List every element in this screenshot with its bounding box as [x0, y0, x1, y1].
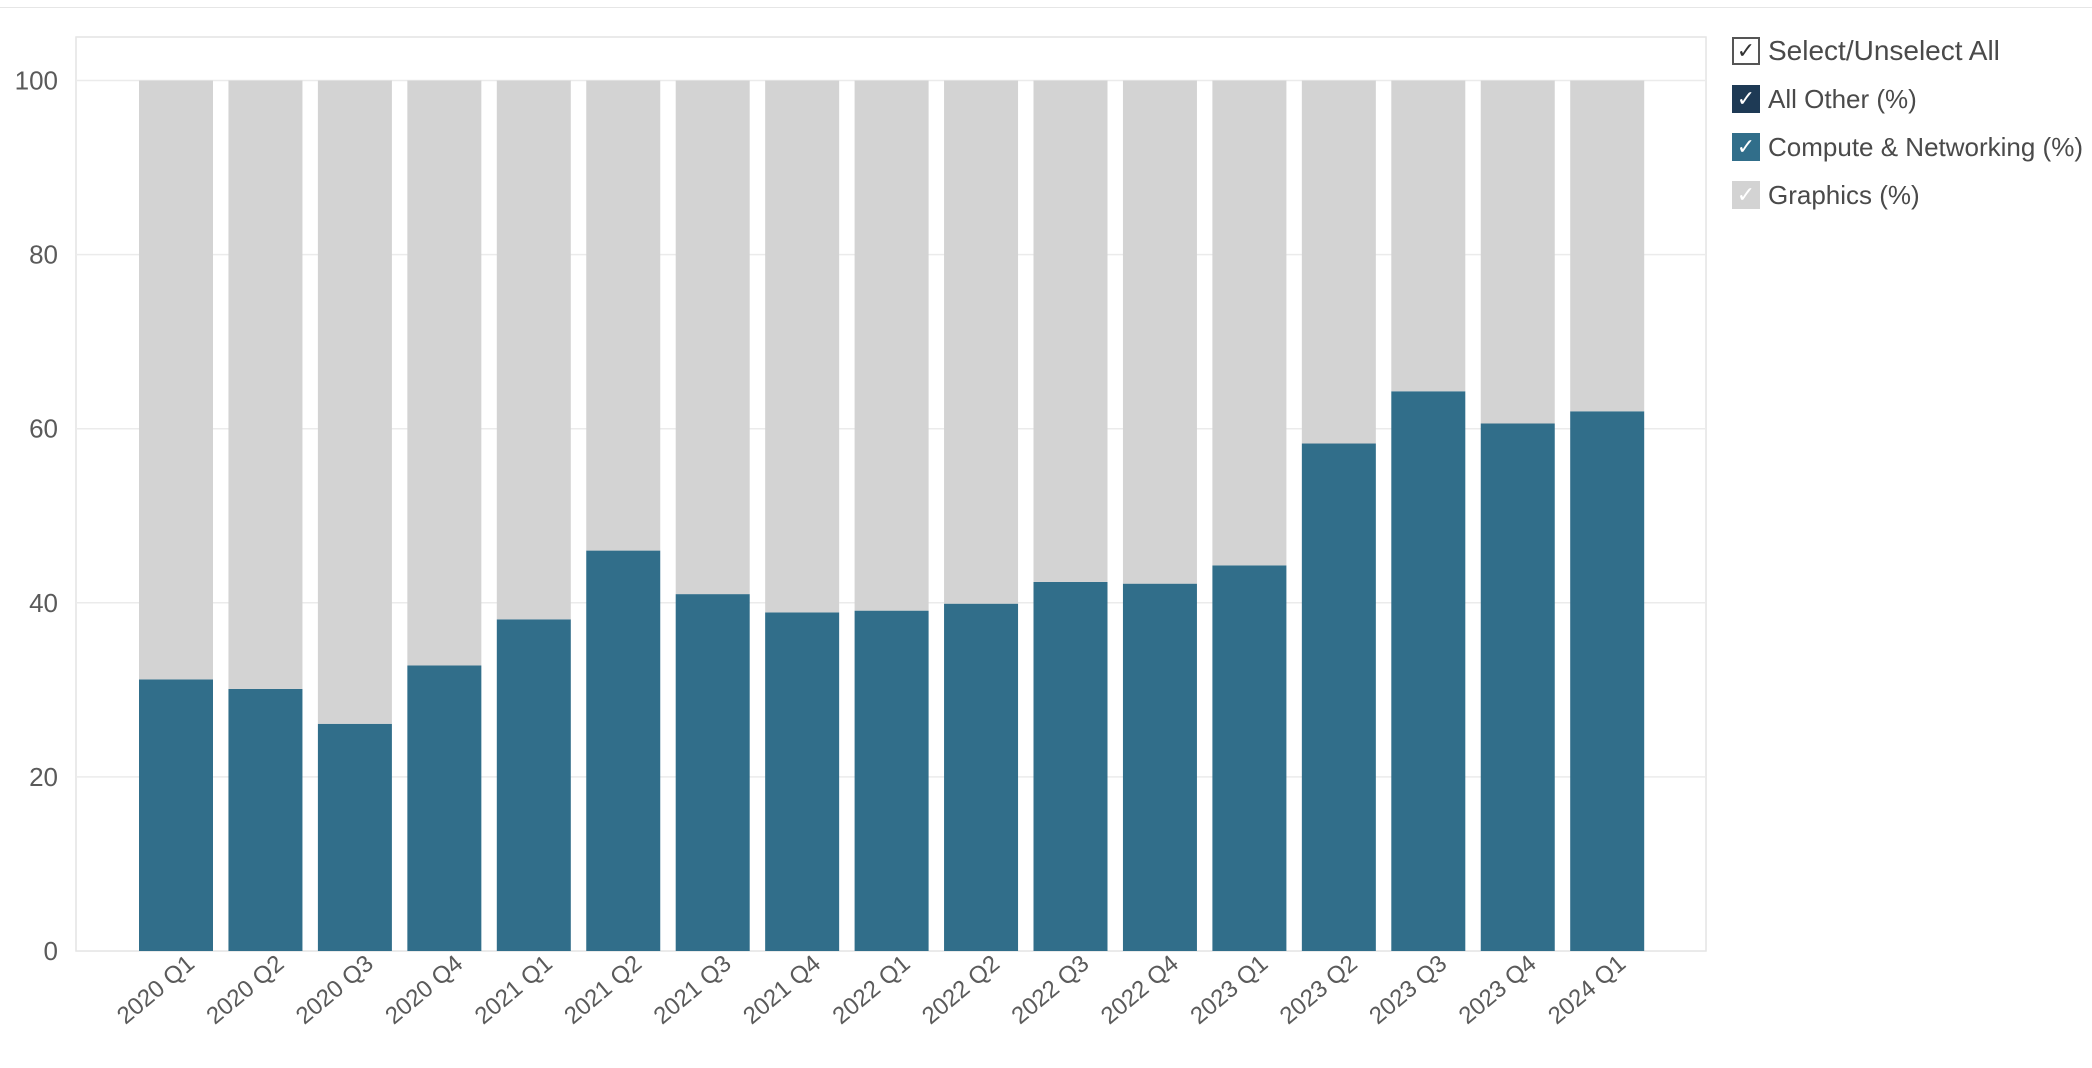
bar-segment: [1391, 80, 1466, 392]
legend-item-label: All Other (%): [1768, 83, 1917, 114]
bar-segment: [496, 80, 571, 620]
bar-segment: [1391, 391, 1466, 951]
bar-segment: [1301, 443, 1376, 951]
legend-item-label: Graphics (%): [1768, 179, 1920, 210]
x-tick-label: 2020 Q3: [291, 950, 379, 1030]
bar-segment: [1033, 80, 1108, 582]
stacked-bar-chart: 0 20 40 60 80 100 2020 Q1 2020 Q2 2020 Q3 2020 Q4…: [15, 36, 1707, 1030]
bar-segment: [1122, 80, 1197, 584]
bar-segment: [1301, 80, 1376, 444]
bar-segment: [675, 594, 750, 951]
x-tick-label: 2021 Q3: [649, 950, 737, 1030]
bar-segment: [407, 80, 482, 666]
legend: ✓ Select/Unselect All ✓ All Other (%) ✓ …: [1732, 27, 2083, 219]
x-tick-label: 2022 Q4: [1096, 950, 1184, 1030]
select-all-label: Select/Unselect All: [1768, 35, 2000, 66]
legend-item-label: Compute & Networking (%): [1768, 131, 2083, 162]
bar-segment: [228, 80, 303, 689]
bar-segment: [139, 80, 213, 680]
legend-item-compute-networking[interactable]: ✓ Compute & Networking (%): [1732, 123, 2083, 171]
bar-segment: [944, 603, 1019, 951]
top-divider: [0, 7, 2092, 8]
bar-segment: [1033, 581, 1108, 951]
check-icon[interactable]: ✓: [1732, 133, 1760, 161]
legend-item-graphics[interactable]: ✓ Graphics (%): [1732, 171, 2083, 219]
bar-segment: [228, 688, 303, 951]
y-tick-label: 60: [29, 414, 58, 444]
x-tick-label: 2021 Q1: [470, 950, 558, 1030]
bar-segment: [317, 723, 392, 951]
check-icon[interactable]: ✓: [1732, 85, 1760, 113]
bar-segment: [765, 612, 840, 951]
bar-segment: [944, 80, 1019, 604]
legend-item-all-other[interactable]: ✓ All Other (%): [1732, 75, 2083, 123]
bar-segment: [1212, 565, 1287, 951]
y-tick-label: 20: [29, 762, 58, 792]
x-tick-label: 2023 Q4: [1454, 950, 1542, 1030]
bar-segment: [1122, 583, 1197, 951]
x-tick-label: 2022 Q1: [828, 950, 916, 1030]
bar-segment: [1570, 411, 1645, 951]
x-tick-label: 2020 Q4: [380, 950, 468, 1030]
x-tick-label: 2021 Q4: [738, 950, 826, 1030]
bar-segment: [496, 619, 571, 951]
bar-segment: [854, 80, 929, 611]
bar-segment: [1480, 423, 1555, 951]
x-tick-label: 2023 Q1: [1185, 950, 1273, 1030]
bar-segment: [317, 80, 392, 724]
bar-segment: [765, 80, 840, 613]
bar-segment: [586, 550, 661, 951]
y-tick-label: 0: [44, 936, 58, 966]
bar-segment: [139, 679, 213, 951]
bar-segment: [675, 80, 750, 595]
bar-segment: [1570, 80, 1645, 412]
check-icon[interactable]: ✓: [1732, 181, 1760, 209]
x-tick-label: 2022 Q3: [1006, 950, 1094, 1030]
x-tick-label: 2022 Q2: [917, 950, 1005, 1030]
check-icon[interactable]: ✓: [1732, 37, 1760, 65]
x-tick-label: 2021 Q2: [559, 950, 647, 1030]
y-tick-label: 100: [15, 66, 58, 96]
x-tick-label: 2023 Q2: [1275, 950, 1363, 1030]
x-tick-label: 2020 Q1: [112, 950, 200, 1030]
select-unselect-all-toggle[interactable]: ✓ Select/Unselect All: [1732, 27, 2083, 75]
bar-segment: [1212, 80, 1287, 566]
x-tick-label: 2024 Q1: [1543, 950, 1631, 1030]
bar-segment: [1480, 80, 1555, 424]
x-tick-label: 2020 Q2: [201, 950, 289, 1030]
bar-segment: [854, 610, 929, 951]
y-tick-label: 80: [29, 240, 58, 270]
bar-segment: [407, 665, 482, 951]
y-tick-label: 40: [29, 588, 58, 618]
x-tick-label: 2023 Q3: [1364, 950, 1452, 1030]
bar-segment: [586, 80, 661, 551]
